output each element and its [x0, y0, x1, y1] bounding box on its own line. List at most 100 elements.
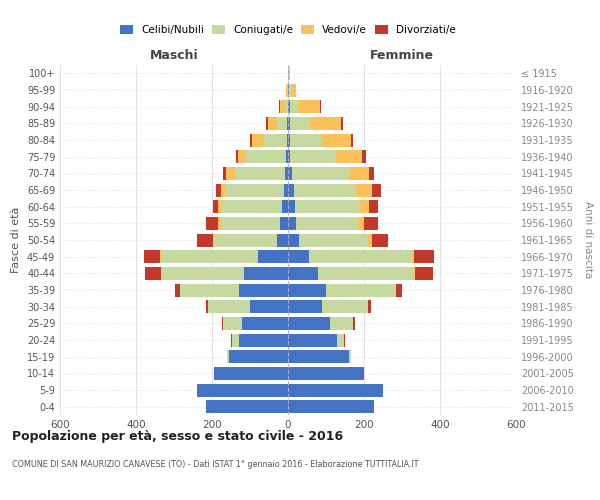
- Bar: [239, 334, 288, 346]
- Bar: [263, 134, 287, 146]
- Bar: [284, 184, 288, 196]
- Y-axis label: Fasce di età: Fasce di età: [11, 207, 21, 273]
- Bar: [221, 184, 226, 196]
- Legend: Celibi/Nubili, Coniugati/e, Vedovi/e, Divorziati/e: Celibi/Nubili, Coniugati/e, Vedovi/e, Di…: [116, 21, 460, 40]
- Bar: [288, 350, 349, 363]
- Bar: [288, 84, 289, 96]
- Bar: [214, 234, 277, 246]
- Bar: [285, 167, 288, 180]
- Bar: [288, 334, 337, 346]
- Bar: [197, 384, 288, 396]
- Bar: [180, 284, 239, 296]
- Bar: [250, 300, 288, 313]
- Bar: [358, 217, 364, 230]
- Bar: [319, 267, 414, 280]
- Bar: [290, 84, 296, 96]
- Bar: [266, 117, 268, 130]
- Bar: [206, 300, 208, 313]
- Bar: [235, 167, 285, 180]
- Bar: [288, 67, 289, 80]
- Bar: [290, 150, 336, 163]
- Bar: [286, 84, 287, 96]
- Bar: [280, 100, 284, 113]
- Bar: [213, 234, 214, 246]
- Bar: [288, 367, 364, 380]
- Bar: [145, 267, 161, 280]
- Bar: [362, 150, 366, 163]
- Bar: [236, 150, 238, 163]
- Bar: [144, 250, 160, 263]
- Y-axis label: Anni di nascita: Anni di nascita: [583, 202, 593, 278]
- Bar: [216, 184, 221, 196]
- Bar: [277, 117, 287, 130]
- Bar: [286, 150, 288, 163]
- Bar: [287, 117, 288, 130]
- Bar: [242, 317, 288, 330]
- Bar: [288, 234, 299, 246]
- Bar: [213, 200, 218, 213]
- Bar: [294, 184, 356, 196]
- Bar: [337, 334, 344, 346]
- Bar: [288, 117, 290, 130]
- Bar: [288, 317, 330, 330]
- Bar: [349, 350, 350, 363]
- Bar: [206, 400, 288, 413]
- Bar: [371, 234, 388, 246]
- Bar: [246, 150, 286, 163]
- Bar: [330, 317, 353, 330]
- Text: COMUNE DI SAN MAURIZIO CANAVESE (TO) - Dati ISTAT 1° gennaio 2016 - Elaborazione: COMUNE DI SAN MAURIZIO CANAVESE (TO) - D…: [12, 460, 419, 469]
- Bar: [226, 167, 235, 180]
- Bar: [161, 267, 244, 280]
- Bar: [288, 150, 290, 163]
- Bar: [288, 217, 296, 230]
- Bar: [231, 334, 232, 346]
- Bar: [356, 184, 373, 196]
- Text: Maschi: Maschi: [149, 48, 199, 62]
- Bar: [364, 217, 378, 230]
- Bar: [232, 334, 239, 346]
- Bar: [397, 284, 403, 296]
- Bar: [322, 300, 368, 313]
- Bar: [290, 117, 310, 130]
- Bar: [415, 267, 433, 280]
- Bar: [206, 217, 218, 230]
- Bar: [295, 200, 360, 213]
- Bar: [292, 167, 350, 180]
- Bar: [288, 300, 322, 313]
- Bar: [321, 134, 350, 146]
- Bar: [288, 384, 383, 396]
- Bar: [289, 67, 290, 80]
- Bar: [341, 117, 343, 130]
- Bar: [221, 217, 280, 230]
- Bar: [288, 167, 292, 180]
- Bar: [368, 234, 371, 246]
- Bar: [229, 350, 288, 363]
- Bar: [277, 234, 288, 246]
- Bar: [288, 100, 290, 113]
- Bar: [288, 250, 309, 263]
- Bar: [218, 200, 221, 213]
- Bar: [287, 84, 288, 96]
- Bar: [288, 134, 290, 146]
- Bar: [360, 200, 368, 213]
- Bar: [368, 300, 371, 313]
- Bar: [223, 317, 242, 330]
- Bar: [290, 134, 321, 146]
- Bar: [290, 100, 298, 113]
- Bar: [353, 317, 355, 330]
- Bar: [288, 200, 295, 213]
- Bar: [284, 100, 287, 113]
- Bar: [218, 217, 221, 230]
- Bar: [350, 134, 353, 146]
- Bar: [238, 150, 246, 163]
- Bar: [373, 184, 381, 196]
- Bar: [251, 134, 263, 146]
- Bar: [296, 217, 358, 230]
- Bar: [414, 267, 415, 280]
- Bar: [221, 200, 283, 213]
- Bar: [221, 317, 223, 330]
- Bar: [257, 250, 288, 263]
- Bar: [288, 184, 294, 196]
- Bar: [227, 350, 229, 363]
- Bar: [268, 117, 277, 130]
